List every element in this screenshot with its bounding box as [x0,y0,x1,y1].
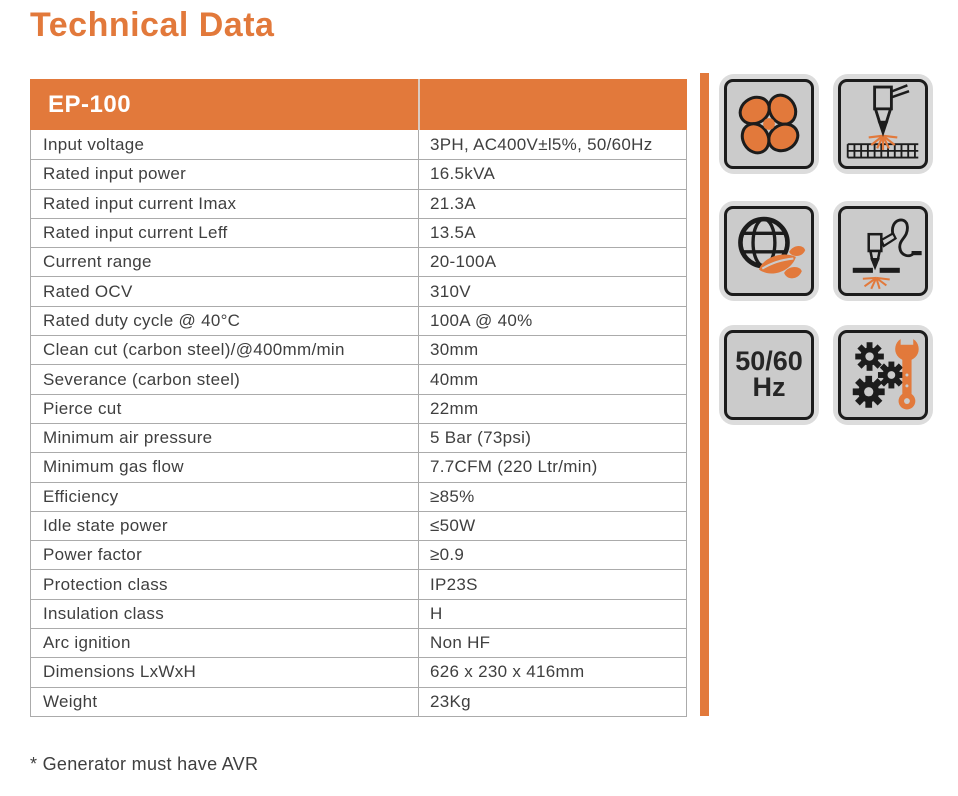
spec-value: 100A @ 40% [430,310,533,330]
spec-label: Arc ignition [31,629,419,658]
table-row: Protection class IP23S [31,569,686,599]
tile-frame [724,206,814,296]
table-row: Power factor ≥0.9 [31,540,686,570]
spec-label: Rated OCV [31,277,419,306]
spec-label: Minimum air pressure [31,423,419,453]
spec-value: 20-100A [430,252,497,272]
plasma-torch-hose-icon [852,218,922,290]
frequency-badge: 50/60 Hz [735,346,803,402]
tile-frame: 50/60 Hz [724,330,814,420]
spec-value: 40mm [430,369,479,389]
table-row: Current range 20-100A [31,247,686,277]
spec-value: 23Kg [430,691,471,711]
spec-label: Input voltage [31,130,419,160]
spec-value: 5 Bar (73psi) [430,428,532,448]
spec-label: Pierce cut [31,394,419,423]
spec-value: 13.5A [430,223,476,243]
spec-value: 310V [430,281,471,301]
spec-label: Efficiency [31,482,419,511]
feature-tile-cooling [719,74,819,174]
spec-label: Insulation class [31,599,419,629]
table-row: Rated OCV 310V [31,276,686,306]
table-row: Dimensions LxWxH 626 x 230 x 416mm [31,657,686,687]
spec-label: Idle state power [31,511,419,541]
spec-label: Severance (carbon steel) [31,365,419,394]
table-row: Rated input power 16.5kVA [31,159,686,189]
wrench-icon [895,333,919,410]
feature-tile-frequency: 50/60 Hz [719,325,819,425]
tile-frame [838,330,928,420]
spec-value: IP23S [430,574,478,594]
table-row: Idle state power ≤50W [31,510,686,541]
feature-tile-torch [833,201,933,301]
page-title: Technical Data [30,6,275,44]
table-row: Minimum gas flow 7.7CFM (220 Ltr/min) [31,452,686,482]
spec-value: 22mm [430,398,479,418]
frequency-line1: 50/60 [735,346,803,377]
spec-value: 626 x 230 x 416mm [430,662,585,682]
eco-globe-icon [738,216,806,279]
plasma-cutting-mesh-icon [846,84,919,159]
table-row: Efficiency ≥85% [31,481,686,511]
spec-value: 16.5kVA [430,164,496,184]
spec-label: Minimum gas flow [31,453,419,482]
cooling-fan-icon [738,93,800,155]
frequency-line2: Hz [752,372,786,402]
feature-tile-mesh-cutting [833,74,933,174]
spec-value: ≤50W [430,516,476,535]
table-row: Clean cut (carbon steel)/@400mm/min 30mm [31,335,686,365]
spec-label: Power factor [31,541,419,570]
feature-tile-service [833,325,933,425]
model-name: EP-100 [48,90,132,118]
header-column-divider [418,79,420,130]
table-row: Rated duty cycle @ 40°C 100A @ 40% [31,305,686,336]
feature-tile-eco [719,201,819,301]
spec-value: 30mm [430,340,479,360]
footnote: * Generator must have AVR [30,754,259,774]
spec-value: Non HF [430,633,491,653]
spec-label: Clean cut (carbon steel)/@400mm/min [31,336,419,365]
table-row: Pierce cut 22mm [31,393,686,423]
spec-label: Rated duty cycle @ 40°C [31,306,419,336]
spec-value: 7.7CFM (220 Ltr/min) [430,457,598,477]
table-row: Input voltage 3PH, AC400V±l5%, 50/60Hz [31,130,686,160]
table-row: Weight 23Kg [31,686,686,716]
table-header: EP-100 [30,79,687,130]
table-row: Minimum air pressure 5 Bar (73psi) [31,422,686,453]
spec-label: Current range [31,248,419,277]
spec-value: 3PH, AC400V±l5%, 50/60Hz [430,134,653,154]
spec-value: ≥0.9 [430,545,465,565]
spec-value: H [430,603,443,623]
tile-frame [724,79,814,169]
table-row: Arc ignition Non HF [31,628,686,658]
table-row: Rated input current Leff 13.5A [31,217,686,248]
spec-label: Rated input current Imax [31,189,419,218]
table-row: Rated input current Imax 21.3A [31,188,686,218]
spec-label: Rated input power [31,160,419,189]
tile-frame [838,79,928,169]
spec-label: Dimensions LxWxH [31,658,419,687]
spec-value: ≥85% [430,486,475,506]
table-row: Insulation class H [31,598,686,629]
service-gears-wrench-icon [852,333,919,410]
accent-bar [700,73,709,716]
table-body: Input voltage 3PH, AC400V±l5%, 50/60Hz Ra… [30,130,687,717]
spec-label: Weight [31,687,419,716]
spec-label: Protection class [31,570,419,599]
spec-table: EP-100 Input voltage 3PH, AC400V±l5%, 50/… [30,79,687,717]
spec-value: 21.3A [430,193,476,213]
table-row: Severance (carbon steel) 40mm [31,364,686,394]
tile-frame [838,206,928,296]
spec-label: Rated input current Leff [31,218,419,248]
